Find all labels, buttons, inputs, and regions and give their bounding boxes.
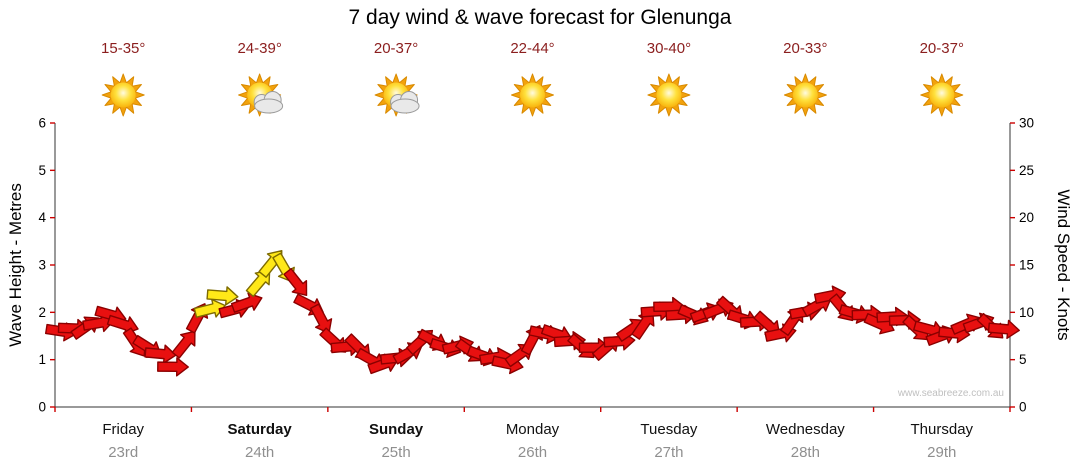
wind-arrow [206,286,239,306]
sun-icon [101,73,145,117]
left-axis-tick-label: 3 [38,258,46,273]
wind-arrow [157,357,189,377]
wind-arrow [230,292,263,313]
chart-title: 7 day wind & wave forecast for Glenunga [348,6,732,29]
wind-arrow [987,319,1020,340]
right-axis-tick-label: 15 [1019,258,1034,273]
wind-arrow [245,269,271,298]
left-axis-tick-label: 2 [38,305,46,320]
left-axis-tick-label: 1 [38,352,46,367]
sun-icon [783,73,827,117]
sun-icon [920,73,964,117]
sun-cloud-icon [238,73,284,117]
axis-frame [54,123,1011,408]
left-axis-tick-label: 5 [38,163,46,178]
left-axis-tick-label: 0 [38,400,46,415]
cloud-icon [390,91,420,114]
cloud-icon [253,91,284,114]
left-axis-tick-label: 6 [38,116,46,131]
wind-arrow [144,344,177,364]
sun-icon [511,73,554,117]
wind-arrow [309,303,333,334]
watermark: www.seabreeze.com.au [897,388,1004,399]
sun-cloud-icon [374,73,420,117]
right-axis-tick-label: 30 [1019,116,1034,131]
right-axis-tick-label: 10 [1019,305,1034,320]
sun-icon [647,73,691,117]
right-axis-tick-label: 25 [1019,163,1034,178]
right-axis-tick-label: 20 [1019,210,1034,225]
wind-arrow [283,267,308,297]
wind-arrow [631,310,655,340]
right-axis-tick-label: 5 [1019,352,1027,367]
wind-arrow [171,330,196,359]
wind-arrows-series [44,249,1020,377]
left-axis-tick-label: 4 [38,210,46,225]
right-axis-tick-label: 0 [1019,400,1027,415]
